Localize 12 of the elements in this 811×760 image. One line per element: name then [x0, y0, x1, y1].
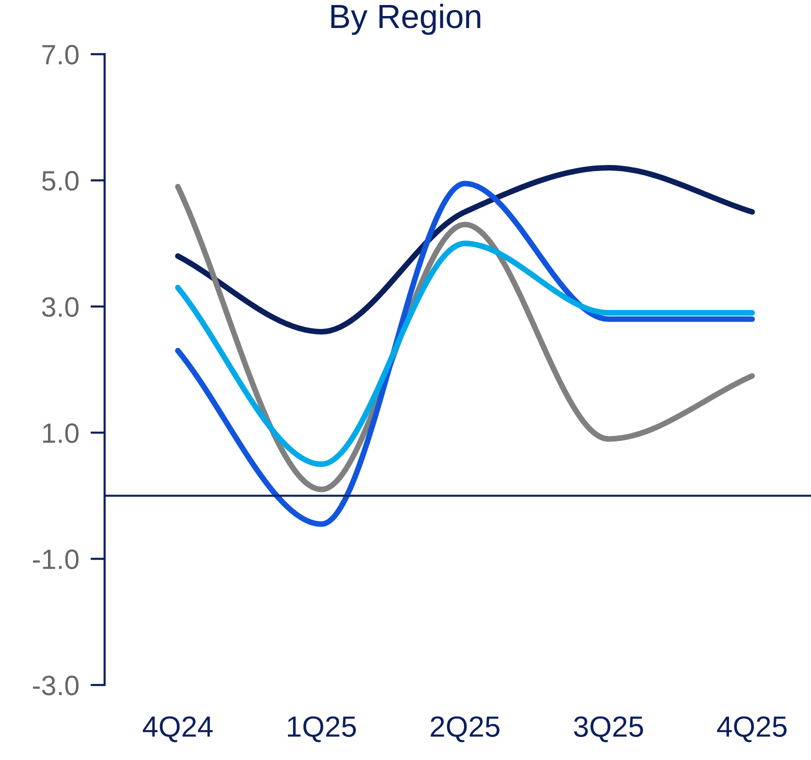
x-tick-label: 3Q25	[574, 716, 644, 742]
y-tick-label: 5.0	[42, 171, 79, 191]
chart-title: By Region	[331, 4, 480, 35]
y-tick-label: 1.0	[43, 423, 79, 444]
y-tick-label: 7.0	[42, 44, 79, 65]
y-tick-label: -3.0	[32, 676, 79, 696]
y-tick-label: 3.0	[42, 297, 79, 317]
x-tick-label: 1Q25	[288, 716, 356, 742]
y-tick-label: -1.0	[32, 549, 79, 570]
x-tick-label: 4Q24	[142, 716, 213, 742]
x-tick-label: 2Q25	[430, 716, 500, 742]
x-tick-label: 4Q25	[717, 716, 787, 742]
